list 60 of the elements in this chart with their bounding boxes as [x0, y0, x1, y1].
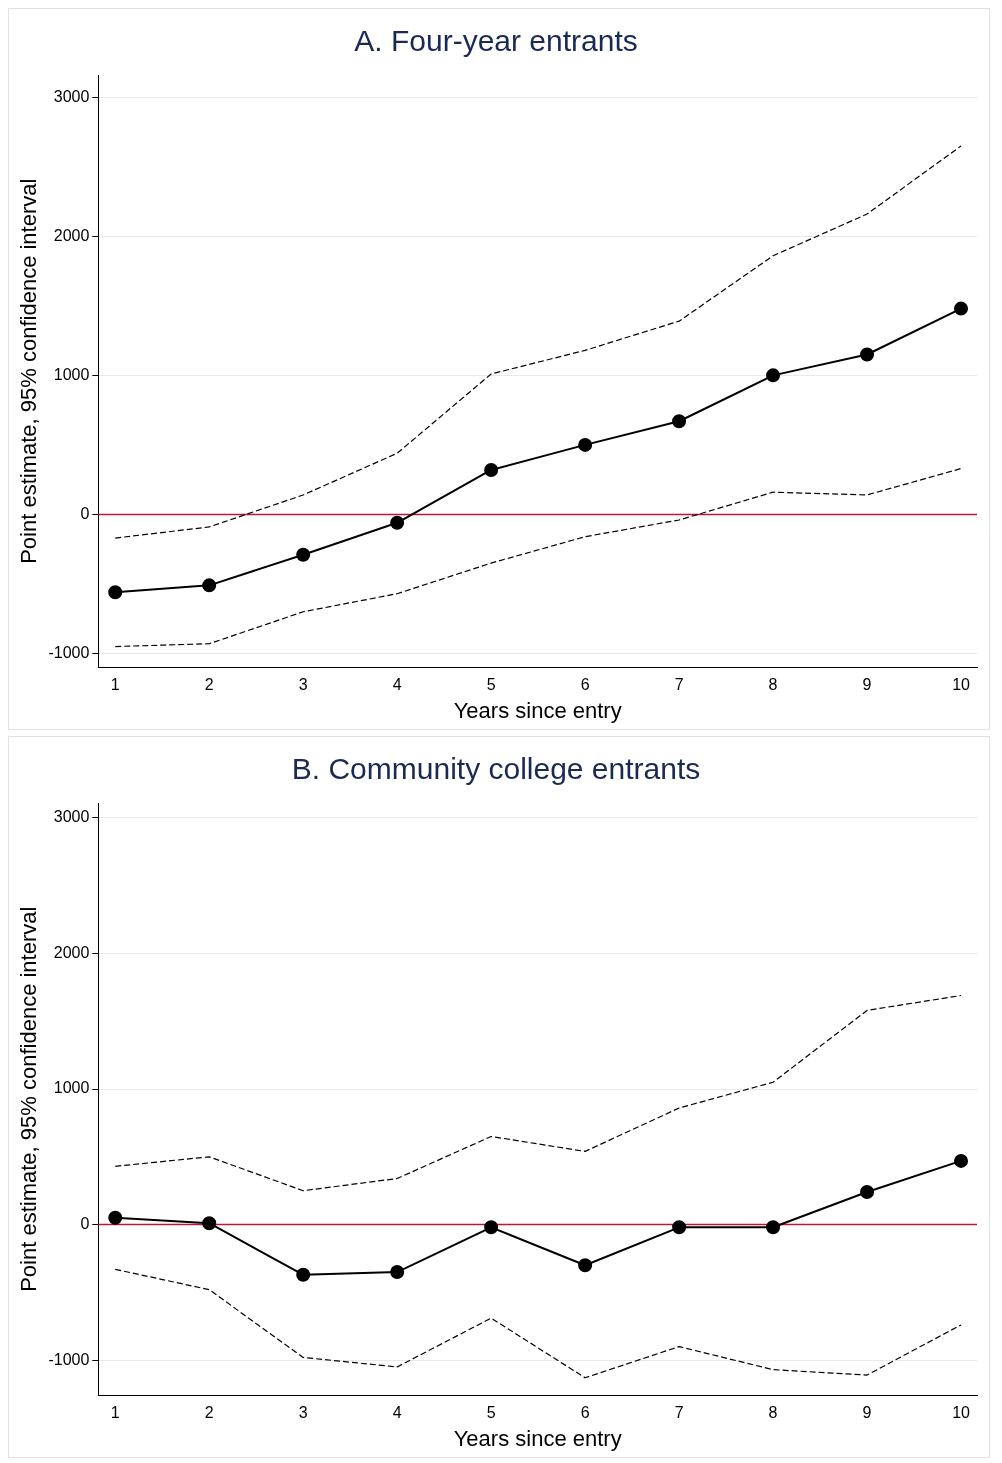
point — [578, 1258, 593, 1273]
line-series — [114, 467, 962, 648]
x-tick-label: 4 — [392, 676, 402, 694]
point — [108, 585, 123, 600]
y-tick-label: 2000 — [53, 943, 90, 961]
x-tick-label: 3 — [298, 1404, 308, 1422]
x-tick-label: 4 — [392, 1404, 402, 1422]
x-tick-label: 1 — [110, 676, 120, 694]
x-tick-label: 10 — [952, 676, 971, 694]
y-tick-label: 1000 — [53, 365, 90, 383]
x-tick-label: 10 — [952, 1404, 971, 1422]
point — [860, 347, 875, 362]
x-tick-label: 1 — [110, 1404, 120, 1422]
y-axis-title: Point estimate, 95% confidence interval — [16, 178, 42, 564]
point — [672, 414, 687, 429]
x-tick-label: 8 — [768, 676, 778, 694]
point — [484, 462, 499, 477]
point — [202, 578, 217, 593]
x-tick-label: 2 — [204, 1404, 214, 1422]
point — [108, 1210, 123, 1225]
x-tick-label: 3 — [298, 676, 308, 694]
point — [766, 368, 781, 383]
point — [578, 437, 593, 452]
line-series — [114, 1268, 962, 1379]
chart-title: A. Four-year entrants — [354, 24, 638, 58]
point — [954, 301, 969, 316]
y-tick-label: 0 — [80, 504, 90, 522]
x-tick-label: 6 — [580, 1404, 590, 1422]
line-series — [114, 145, 962, 539]
point — [390, 515, 405, 530]
point — [954, 1153, 969, 1168]
line-series — [114, 994, 962, 1192]
point — [202, 1216, 217, 1231]
point — [860, 1185, 875, 1200]
x-axis-title: Years since entry — [453, 697, 622, 723]
point — [296, 1267, 311, 1282]
point — [390, 1265, 405, 1280]
y-tick-label: 0 — [80, 1215, 90, 1232]
x-tick-label: 5 — [486, 1404, 496, 1422]
y-tick-label: 3000 — [53, 808, 90, 826]
x-tick-label: 5 — [486, 676, 496, 694]
y-tick-label: 1000 — [53, 1079, 90, 1097]
x-tick-label: 9 — [862, 676, 872, 694]
y-tick-label: -1000 — [48, 643, 90, 661]
x-axis-title: Years since entry — [453, 1425, 622, 1451]
point — [296, 547, 311, 562]
x-tick-label: 7 — [674, 1404, 684, 1422]
x-tick-label: 8 — [768, 1404, 778, 1422]
y-tick-label: 3000 — [53, 87, 90, 105]
point — [484, 1220, 499, 1235]
x-tick-label: 7 — [674, 676, 684, 694]
x-tick-label: 6 — [580, 676, 590, 694]
y-axis-title: Point estimate, 95% confidence interval — [16, 906, 42, 1292]
x-tick-label: 9 — [862, 1404, 872, 1422]
chart-title: B. Community college entrants — [291, 752, 701, 786]
y-tick-label: 2000 — [53, 226, 90, 244]
x-tick-label: 2 — [204, 676, 214, 694]
point — [766, 1220, 781, 1235]
y-tick-label: -1000 — [48, 1350, 90, 1368]
point — [672, 1220, 687, 1235]
